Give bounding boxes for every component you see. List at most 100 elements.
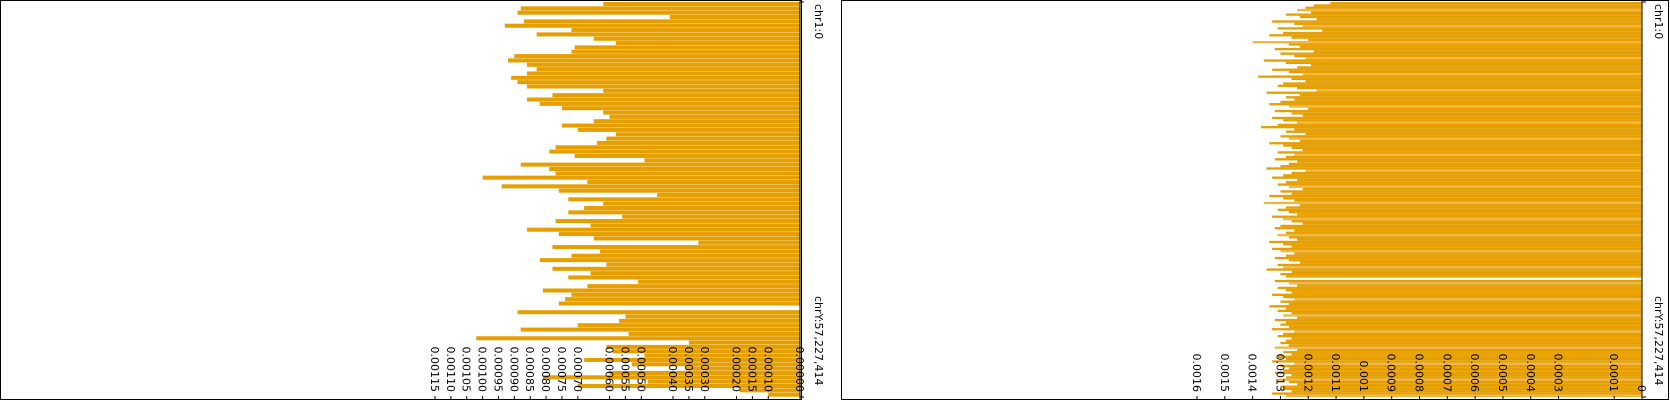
coverage-bar bbox=[1311, 11, 1642, 14]
value-tick-label: 0.0004 bbox=[1524, 354, 1537, 393]
coverage-bar bbox=[1286, 231, 1642, 234]
coverage-bar bbox=[1272, 328, 1642, 331]
coverage-bar bbox=[1277, 123, 1642, 127]
coverage-bar bbox=[1291, 374, 1642, 377]
value-tick-label: 0.0001 bbox=[1607, 354, 1620, 393]
coverage-bar bbox=[571, 292, 800, 297]
coverage-bar bbox=[1297, 86, 1643, 90]
coverage-bar bbox=[606, 262, 800, 267]
coverage-bar bbox=[1277, 263, 1642, 267]
coverage-bar bbox=[1277, 334, 1642, 338]
coverage-bar bbox=[1280, 100, 1642, 104]
coverage-bar bbox=[1297, 160, 1643, 163]
coverage-bar bbox=[1311, 64, 1642, 67]
coverage-bar bbox=[1280, 165, 1642, 168]
coverage-bar bbox=[571, 49, 800, 54]
coverage-bar bbox=[1288, 162, 1642, 166]
genome-start-label: chr1:0 bbox=[1652, 4, 1665, 39]
coverage-bar bbox=[1288, 367, 1642, 370]
coverage-bar bbox=[1283, 119, 1642, 122]
coverage-bar bbox=[1286, 181, 1642, 184]
coverage-bar bbox=[542, 375, 800, 380]
coverage-bar bbox=[1302, 114, 1642, 117]
coverage-bar bbox=[1280, 250, 1642, 253]
coverage-bar bbox=[1280, 135, 1642, 138]
value-tick-label: 0.00000 bbox=[793, 347, 806, 393]
coverage-bar bbox=[1269, 240, 1642, 244]
coverage-bar bbox=[1283, 144, 1642, 147]
coverage-bar bbox=[1286, 96, 1642, 99]
coverage-bar bbox=[476, 336, 800, 341]
coverage-bar bbox=[1283, 351, 1642, 354]
coverage-bar bbox=[1286, 307, 1642, 310]
genome-end-label: chrY:57,227,414 bbox=[1652, 296, 1665, 386]
coverage-bar bbox=[1286, 61, 1642, 65]
coverage-bar bbox=[1294, 330, 1642, 333]
coverage-bar bbox=[1286, 155, 1642, 159]
coverage-bar bbox=[1288, 236, 1642, 239]
coverage-bar bbox=[1291, 77, 1642, 81]
coverage-bar bbox=[1277, 27, 1642, 30]
coverage-bar bbox=[1280, 385, 1642, 388]
coverage-bar bbox=[1283, 295, 1642, 299]
coverage-bar bbox=[628, 331, 800, 336]
coverage-bar bbox=[1252, 41, 1643, 44]
coverage-bar bbox=[511, 75, 800, 80]
coverage-bar bbox=[1274, 318, 1643, 322]
coverage-bar bbox=[517, 10, 800, 15]
genome-end-label: chrY:57,227,414 bbox=[812, 296, 825, 386]
coverage-bar bbox=[768, 392, 800, 397]
coverage-bar bbox=[1266, 91, 1642, 94]
value-tick-label: 0.001 bbox=[1357, 361, 1370, 393]
coverage-bar bbox=[1283, 197, 1642, 200]
coverage-bar bbox=[1277, 183, 1642, 186]
coverage-bar bbox=[603, 110, 800, 115]
coverage-bar bbox=[1286, 206, 1642, 209]
coverage-bar bbox=[1302, 188, 1642, 191]
coverage-bar bbox=[568, 210, 800, 215]
coverage-bar bbox=[517, 80, 800, 85]
coverage-bar bbox=[1305, 57, 1642, 60]
coverage-bar bbox=[561, 106, 800, 111]
coverage-bar bbox=[1277, 233, 1642, 237]
coverage-bar bbox=[1266, 167, 1642, 170]
coverage-bar bbox=[1291, 390, 1642, 393]
coverage-bar bbox=[1286, 339, 1642, 342]
coverage-bar bbox=[625, 314, 800, 319]
coverage-bar bbox=[1291, 291, 1642, 294]
value-tick-label: 0.00010 bbox=[761, 347, 774, 393]
coverage-bar bbox=[1272, 20, 1642, 23]
value-tick-label: 0.00095 bbox=[492, 347, 505, 393]
value-tick-label: 0.00060 bbox=[603, 347, 616, 393]
value-tick-label: 0.00090 bbox=[507, 347, 520, 393]
coverage-bar bbox=[1283, 31, 1642, 35]
coverage-bar bbox=[1280, 364, 1642, 368]
coverage-bar bbox=[1280, 190, 1642, 193]
coverage-bar bbox=[1297, 178, 1643, 182]
coverage-bar bbox=[1313, 4, 1642, 7]
coverage-bar bbox=[698, 240, 800, 245]
coverage-bar bbox=[1288, 105, 1642, 108]
coverage-bar bbox=[1297, 8, 1643, 12]
coverage-bar bbox=[1269, 305, 1642, 308]
coverage-bar bbox=[1274, 158, 1643, 161]
coverage-bar bbox=[685, 366, 800, 371]
coverage-bar bbox=[1294, 362, 1642, 365]
coverage-bar bbox=[612, 349, 800, 354]
coverage-bar bbox=[647, 379, 800, 384]
coverage-bar bbox=[584, 357, 800, 362]
coverage-bar bbox=[590, 223, 800, 228]
coverage-bar bbox=[1277, 309, 1642, 313]
coverage-bar bbox=[555, 219, 800, 224]
coverage-bar bbox=[1288, 302, 1642, 306]
coverage-bar bbox=[527, 84, 800, 89]
coverage-bar bbox=[558, 188, 800, 193]
coverage-bar bbox=[1260, 126, 1642, 129]
value-tick-label: 0.0003 bbox=[1552, 354, 1565, 393]
coverage-bar bbox=[593, 236, 800, 241]
coverage-bar bbox=[1294, 252, 1642, 255]
value-tick-label: 0.0013 bbox=[1273, 354, 1286, 393]
genome-start-label: chr1:0 bbox=[812, 4, 825, 39]
coverage-bar bbox=[1274, 227, 1643, 230]
